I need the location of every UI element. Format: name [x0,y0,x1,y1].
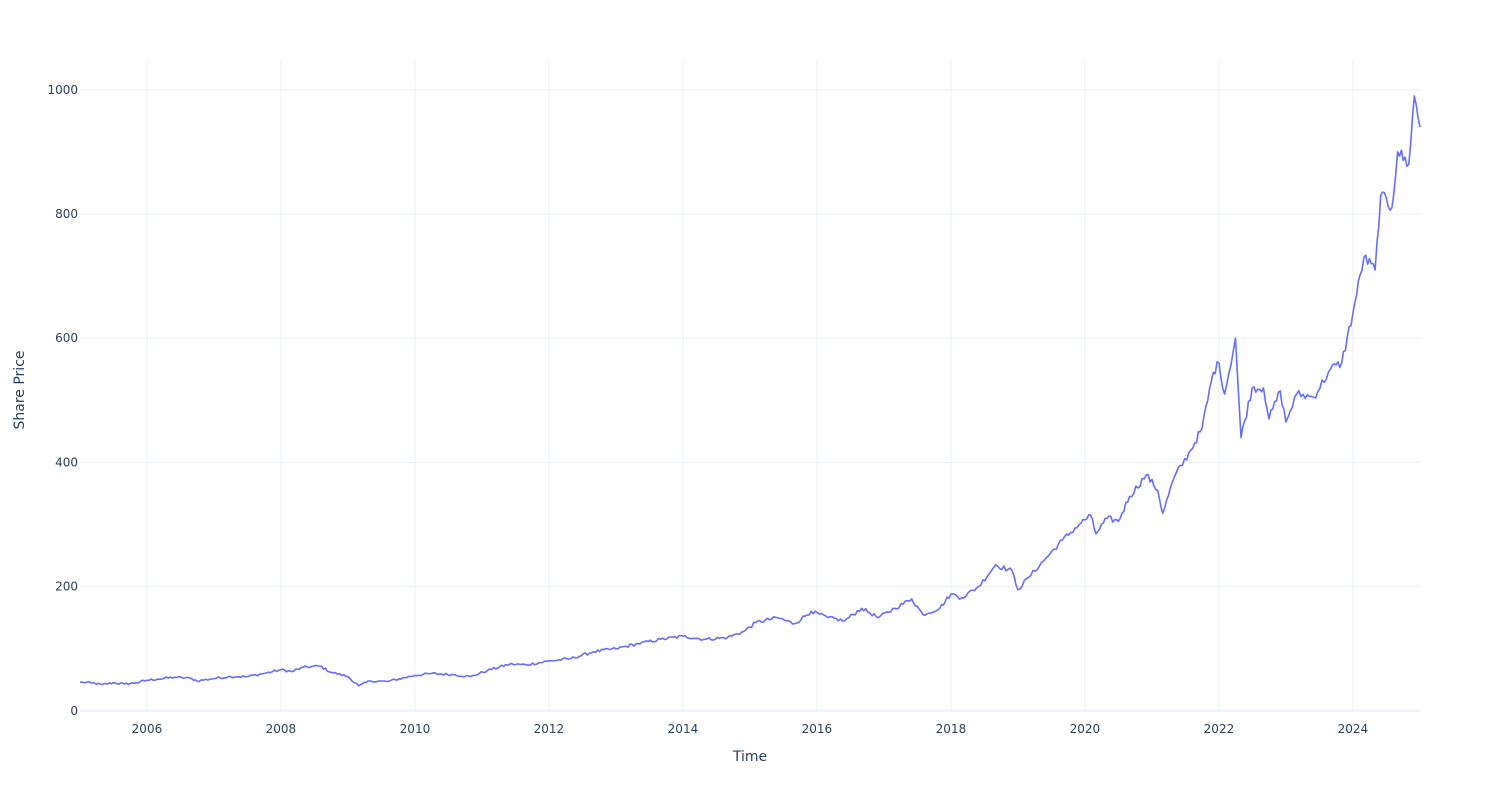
y-axis-ticks: 0 200 400 600 800 1000 [47,83,78,718]
gridlines [80,60,1420,712]
y-tick-label: 600 [55,331,78,345]
x-tick-label: 2012 [534,722,565,736]
x-tick-label: 2006 [132,722,163,736]
y-axis-title: Share Price [12,350,28,429]
share-price-line [79,95,1421,687]
x-tick-label: 2018 [936,722,967,736]
x-tick-label: 2016 [802,722,833,736]
x-tick-label: 2014 [668,722,699,736]
x-tick-label: 2022 [1204,722,1235,736]
y-tick-label: 0 [70,704,78,718]
y-tick-label: 1000 [47,83,78,97]
x-tick-label: 2024 [1338,722,1369,736]
y-tick-label: 200 [55,580,78,594]
series-line-group [79,95,1421,687]
y-tick-label: 800 [55,207,78,221]
x-tick-label: 2008 [266,722,297,736]
x-tick-label: 2020 [1070,722,1101,736]
x-tick-label: 2010 [400,722,431,736]
y-tick-label: 400 [55,455,78,469]
x-axis-title: Time [732,749,767,765]
x-axis-ticks: 2006 2008 2010 2012 2014 2016 2018 2020 2022 2024 [132,722,1368,736]
